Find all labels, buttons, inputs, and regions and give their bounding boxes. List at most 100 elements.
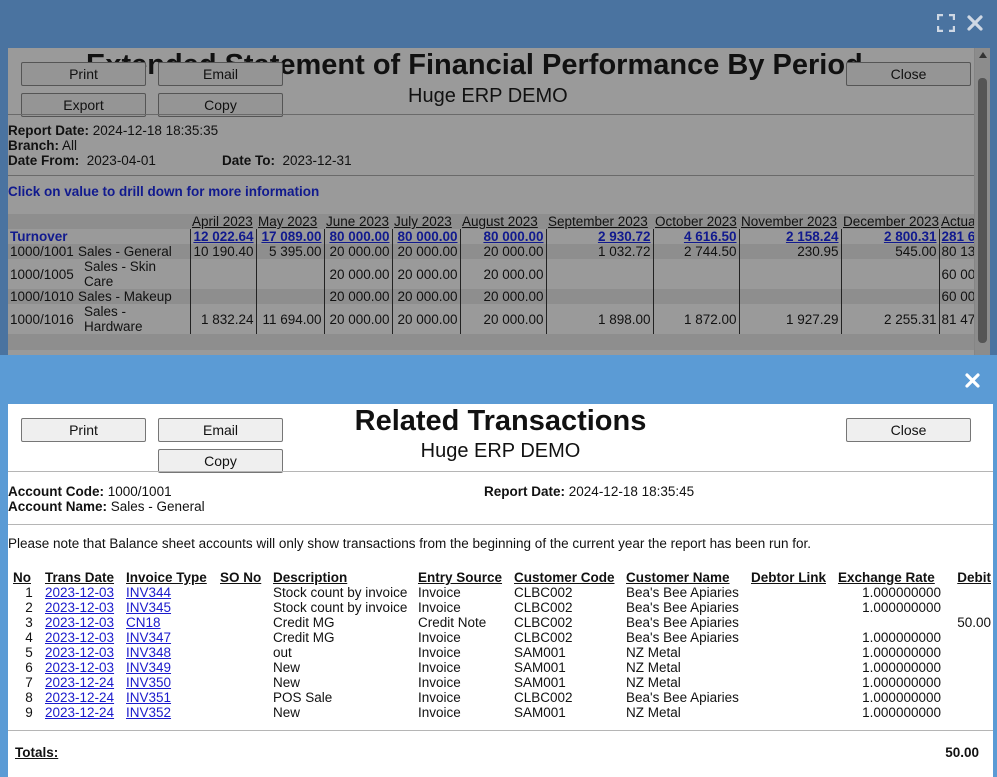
period-value[interactable] xyxy=(545,289,653,304)
column-header-customer-code[interactable]: Customer Code xyxy=(514,570,615,585)
invoice-link[interactable]: INV348 xyxy=(126,645,172,660)
trans-date-link[interactable]: 2023-12-03 xyxy=(45,585,115,600)
trans-date-link[interactable]: 2023-12-03 xyxy=(45,660,115,675)
period-value[interactable]: 20 000.00 xyxy=(323,244,392,259)
scrollbar-thumb[interactable] xyxy=(978,78,987,343)
period-value[interactable] xyxy=(652,289,739,304)
period-value[interactable]: 1 032.72 xyxy=(545,244,653,259)
period-value[interactable] xyxy=(255,289,324,304)
column-header-no[interactable]: No xyxy=(13,570,31,585)
period-value[interactable]: 2 744.50 xyxy=(652,244,739,259)
expand-icon[interactable] xyxy=(936,13,956,36)
column-header-invoice-type[interactable]: Invoice Type xyxy=(126,570,207,585)
column-header-description[interactable]: Description xyxy=(273,570,348,585)
close-button[interactable]: Close xyxy=(846,62,971,86)
turnover-value[interactable]: 281 61 xyxy=(938,229,974,244)
period-value[interactable]: 60 00 xyxy=(938,289,974,304)
column-header-debtor-link[interactable]: Debtor Link xyxy=(751,570,827,585)
period-value[interactable]: 20 000.00 xyxy=(459,259,546,289)
export-button[interactable]: Export xyxy=(21,93,146,117)
copy-button[interactable]: Copy xyxy=(158,449,283,473)
turnover-value[interactable]: 2 800.31 xyxy=(840,229,939,244)
period-value[interactable]: 20 000.00 xyxy=(323,259,392,289)
period-value[interactable]: 80 13 xyxy=(938,244,974,259)
exchange-rate: 1.000000000 xyxy=(862,645,941,660)
close-icon[interactable] xyxy=(965,371,980,394)
invoice-link[interactable]: INV352 xyxy=(126,705,172,720)
turnover-value[interactable]: 80 000.00 xyxy=(323,229,392,244)
description: POS Sale xyxy=(273,690,333,705)
invoice-link[interactable]: INV351 xyxy=(126,690,172,705)
invoice-link[interactable]: INV344 xyxy=(126,585,172,600)
period-value[interactable]: 20 000.00 xyxy=(391,244,460,259)
period-value[interactable] xyxy=(189,259,256,289)
period-value[interactable]: 20 000.00 xyxy=(391,289,460,304)
period-value[interactable]: 1 872.00 xyxy=(652,304,739,334)
trans-date-link[interactable]: 2023-12-24 xyxy=(45,675,115,690)
period-value[interactable]: 10 190.40 xyxy=(189,244,256,259)
email-button[interactable]: Email xyxy=(158,62,283,86)
period-value[interactable]: 20 000.00 xyxy=(459,244,546,259)
trans-date-link[interactable]: 2023-12-03 xyxy=(45,645,115,660)
period-value[interactable]: 11 694.00 xyxy=(255,304,324,334)
period-value[interactable]: 1 927.29 xyxy=(738,304,841,334)
scroll-up-arrow-icon[interactable] xyxy=(979,52,987,58)
invoice-link[interactable]: INV349 xyxy=(126,660,172,675)
debtor-link xyxy=(751,645,838,660)
turnover-value[interactable]: 12 022.64 xyxy=(189,229,256,244)
period-value[interactable]: 20 000.00 xyxy=(323,304,392,334)
period-value[interactable]: 1 832.24 xyxy=(189,304,256,334)
period-value[interactable]: 20 000.00 xyxy=(459,289,546,304)
period-value[interactable]: 81 47 xyxy=(938,304,974,334)
copy-button[interactable]: Copy xyxy=(158,93,283,117)
period-value[interactable] xyxy=(255,259,324,289)
turnover-value[interactable]: 17 089.00 xyxy=(255,229,324,244)
column-header-exchange-rate[interactable]: Exchange Rate xyxy=(838,570,935,585)
column-header-trans-date[interactable]: Trans Date xyxy=(45,570,115,585)
invoice-link[interactable]: CN18 xyxy=(126,615,161,630)
period-value[interactable] xyxy=(840,289,939,304)
trans-date-link[interactable]: 2023-12-03 xyxy=(45,600,115,615)
period-value[interactable]: 60 00 xyxy=(938,259,974,289)
invoice-link[interactable]: INV345 xyxy=(126,600,172,615)
trans-date-link[interactable]: 2023-12-24 xyxy=(45,705,115,720)
close-button[interactable]: Close xyxy=(846,418,971,442)
trans-date-link[interactable]: 2023-12-03 xyxy=(45,615,115,630)
turnover-value[interactable]: 2 158.24 xyxy=(738,229,841,244)
period-value[interactable] xyxy=(738,289,841,304)
period-column-header: July 2023 xyxy=(394,214,452,229)
period-value[interactable]: 20 000.00 xyxy=(391,259,460,289)
email-button[interactable]: Email xyxy=(158,418,283,442)
vertical-scrollbar[interactable] xyxy=(974,48,990,355)
period-value[interactable]: 5 395.00 xyxy=(255,244,324,259)
turnover-value[interactable]: 2 930.72 xyxy=(545,229,653,244)
column-header-so-no[interactable]: SO No xyxy=(220,570,262,585)
period-value[interactable] xyxy=(189,289,256,304)
turnover-value[interactable]: 4 616.50 xyxy=(652,229,739,244)
period-value[interactable]: 230.95 xyxy=(738,244,841,259)
period-value[interactable] xyxy=(738,259,841,289)
turnover-value[interactable]: 80 000.00 xyxy=(459,229,546,244)
period-value[interactable]: 2 255.31 xyxy=(840,304,939,334)
period-value[interactable]: 20 000.00 xyxy=(459,304,546,334)
entry-source: Credit Note xyxy=(418,615,487,630)
period-value[interactable]: 20 000.00 xyxy=(391,304,460,334)
column-header-entry-source[interactable]: Entry Source xyxy=(418,570,503,585)
close-icon[interactable] xyxy=(967,15,983,35)
period-value[interactable] xyxy=(545,259,653,289)
column-header-customer-name[interactable]: Customer Name xyxy=(626,570,730,585)
print-button[interactable]: Print xyxy=(21,418,146,442)
period-value[interactable] xyxy=(652,259,739,289)
period-value[interactable]: 545.00 xyxy=(840,244,939,259)
period-value[interactable]: 1 898.00 xyxy=(545,304,653,334)
turnover-value[interactable]: 80 000.00 xyxy=(391,229,460,244)
period-value[interactable] xyxy=(840,259,939,289)
trans-date-link[interactable]: 2023-12-03 xyxy=(45,630,115,645)
exchange-rate: 1.000000000 xyxy=(862,660,941,675)
invoice-link[interactable]: INV350 xyxy=(126,675,172,690)
period-value[interactable]: 20 000.00 xyxy=(323,289,392,304)
trans-date-link[interactable]: 2023-12-24 xyxy=(45,690,115,705)
print-button[interactable]: Print xyxy=(21,62,146,86)
invoice-link[interactable]: INV347 xyxy=(126,630,172,645)
column-header-debit[interactable]: Debit xyxy=(957,570,991,585)
